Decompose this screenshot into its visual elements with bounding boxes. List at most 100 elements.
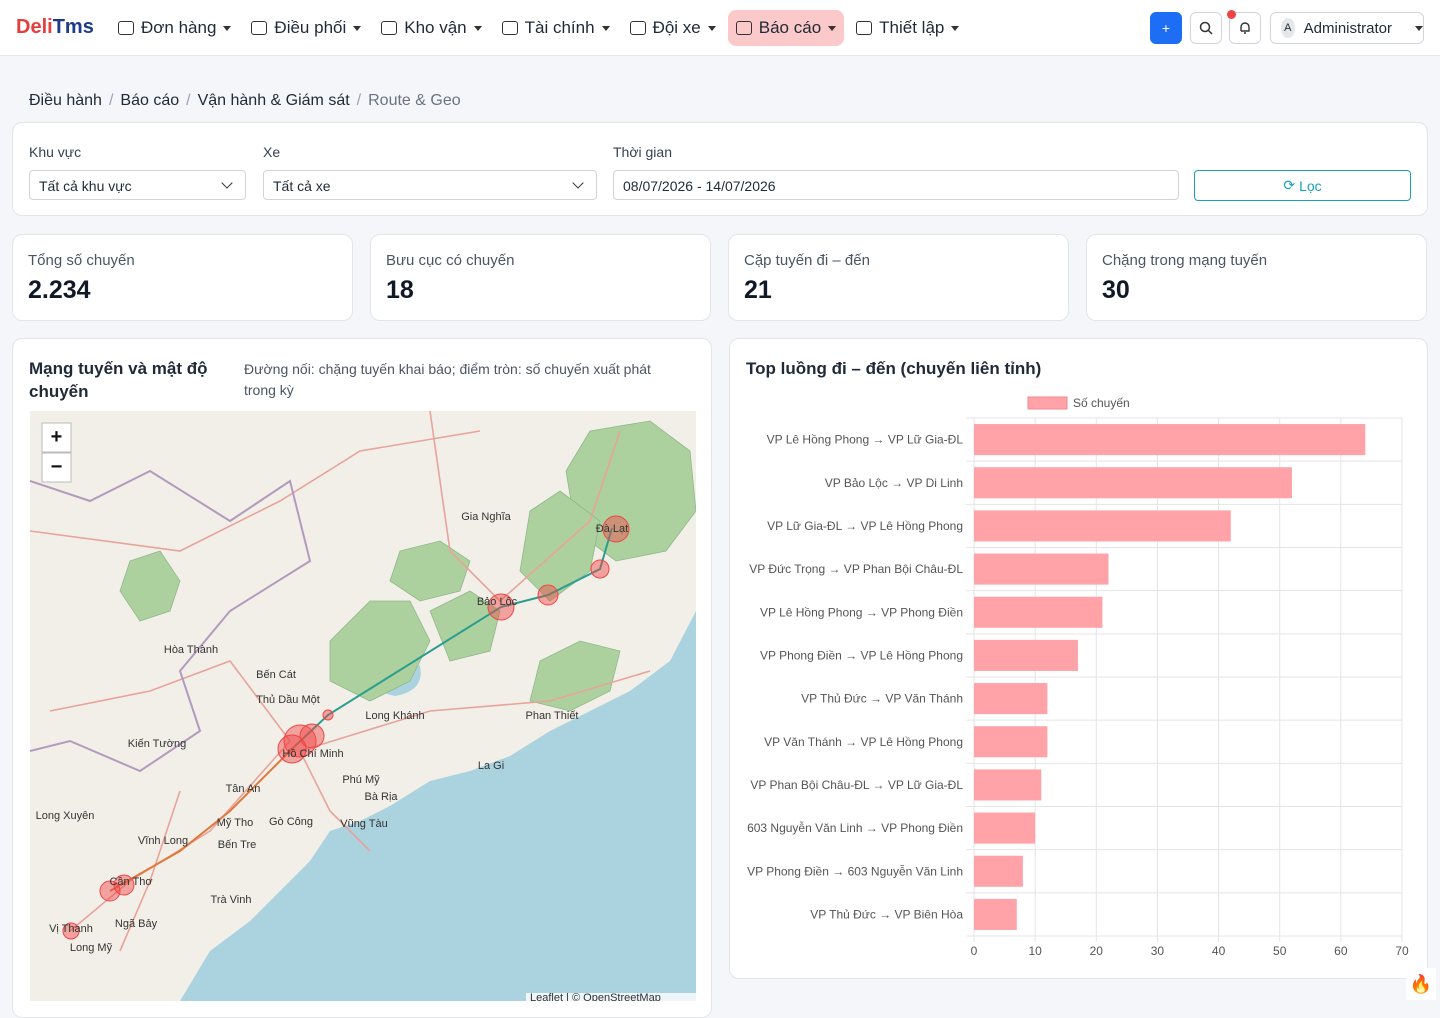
trip-marker (299, 723, 325, 749)
notification-button[interactable] (1227, 10, 1261, 44)
map-label: Đà Lạt (596, 523, 628, 535)
menu-icon (381, 21, 398, 35)
map[interactable]: Gia Nghĩa Bảo Lộc Đà Lạt Hòa Thành Bến Cát Th… (30, 411, 696, 1001)
kpi-value: 30 (1102, 276, 1130, 304)
zoom-button[interactable] (41, 452, 72, 483)
y-tick-label: VP Thủ Đức → VP Văn Thánh (801, 692, 963, 706)
caret (353, 25, 362, 31)
map-forest (529, 640, 621, 712)
y-tick-label: VP Lê Hồng Phong → VP Lữ Gia-ĐL (767, 433, 964, 447)
map-road (49, 660, 291, 742)
menu-icon (501, 21, 518, 35)
y-tick-label: VP Bảo Lộc → VP Di Linh (825, 476, 963, 490)
y-tick-label: 603 Nguyễn Văn Linh → VP Phong Điền (747, 820, 963, 835)
map-road (429, 411, 621, 603)
kpi-value: 2.234 (28, 276, 91, 304)
map-label: Cần Thơ (109, 876, 152, 888)
chart: Số chuyến 0 10 20 30 40 50 60 70 VP Lê Hồng Phong… (747, 396, 1409, 958)
map-forest (429, 590, 501, 662)
map-label: Bà Rịa (364, 791, 398, 803)
menu-item[interactable]: Báo cáo (727, 10, 845, 46)
search-button[interactable] (1190, 12, 1222, 44)
menu-item[interactable]: Đội xe (622, 10, 724, 46)
y-tick-label: VP Phong Điền → 603 Nguyễn Văn Linh (747, 863, 963, 878)
filter-value: 08/07/2026 - 14/07/2026 (623, 178, 776, 194)
filter-button-label: Lọc (1299, 177, 1322, 194)
menu-item[interactable]: Điều phối (243, 10, 369, 46)
chevron (572, 177, 584, 189)
navbar: DeliTms Đơn hàng Điều phối Kho vận Tài chín… (0, 0, 1440, 56)
x-tick-label: 50 (1273, 944, 1287, 958)
menu-item[interactable]: Tài chính (494, 10, 618, 46)
bar (974, 683, 1048, 715)
bar (974, 596, 1103, 628)
add-button[interactable]: + (1150, 12, 1182, 44)
filter-button[interactable]: ⟳ Lọc (1194, 170, 1411, 201)
y-tick-label: VP Lữ Gia-ĐL → VP Lê Hồng Phong (767, 519, 963, 533)
map-forest (389, 540, 471, 602)
menu-item[interactable]: Thiết lập (848, 10, 967, 46)
vehicle-select[interactable]: Tất cả xe (263, 170, 597, 200)
bell-icon (1240, 22, 1250, 34)
brand[interactable]: DeliTms (16, 16, 94, 39)
bar (974, 510, 1231, 542)
y-tick-label: VP Lê Hồng Phong → VP Phong Điền (760, 605, 963, 619)
x-tick-label: 70 (1395, 944, 1409, 958)
menu-item[interactable]: Kho vận (373, 10, 489, 46)
kpi-card: Tổng số chuyến 2.234 (12, 234, 353, 321)
breadcrumb-item[interactable]: Điều hành (29, 92, 102, 109)
filter-label: Xe (263, 144, 281, 160)
breadcrumb-item[interactable]: Báo cáo (120, 92, 180, 109)
menu-label: Thiết lập (879, 18, 945, 37)
x-tick-label: 40 (1212, 944, 1226, 958)
map-label: Tân An (226, 783, 261, 795)
zoom-button[interactable] (41, 422, 72, 453)
map-label: Trà Vinh (211, 894, 252, 906)
map-forest (119, 550, 181, 622)
trip-marker (283, 724, 317, 758)
bar (974, 639, 1078, 671)
map-label: Long Khánh (365, 710, 424, 722)
caret (707, 25, 716, 31)
kpi-label: Cặp tuyến đi – đến (744, 252, 870, 269)
date-range-input[interactable]: 08/07/2026 - 14/07/2026 (613, 170, 1179, 200)
menu-label: Kho vận (404, 18, 467, 37)
user-menu[interactable]: A Administrator (1270, 12, 1424, 44)
trip-marker (99, 880, 121, 902)
search-icon (1199, 21, 1213, 35)
map-label: Phan Thiết (525, 710, 578, 722)
menu-label: Đơn hàng (141, 18, 217, 37)
region-select[interactable]: Tất cả khu vực (29, 170, 246, 200)
kpi-label: Tổng số chuyến (28, 252, 135, 269)
breadcrumb-item[interactable]: Vận hành & Giám sát (197, 92, 350, 109)
map-label: Bến Cát (256, 669, 296, 681)
trip-marker (322, 709, 334, 721)
menu-icon (629, 21, 646, 35)
trip-marker (487, 593, 515, 621)
kpi-card: Bưu cục có chuyến 18 (370, 234, 711, 321)
map-forest (519, 490, 601, 602)
kpi-label: Chặng trong mạng tuyến (1102, 252, 1268, 269)
menu-icon (856, 21, 873, 35)
menu-item[interactable]: Đơn hàng (110, 10, 239, 46)
map-label: Kiến Tường (128, 738, 186, 750)
menu-label: Tài chính (524, 18, 595, 37)
y-tick-label: VP Phong Điền → VP Lê Hồng Phong (760, 648, 963, 662)
breadcrumb: Điều hành / Báo cáo / Vận hành & Giám sát / Ro… (29, 92, 461, 110)
map-label: Bến Tre (218, 839, 257, 851)
caret (601, 25, 610, 31)
trip-marker (62, 922, 80, 940)
brand-a: Deli (16, 16, 53, 38)
x-tick-label: 10 (1028, 944, 1042, 958)
map-attribution: Leaflet | © OpenStreetMap (530, 992, 661, 1001)
menu-icon (118, 21, 134, 35)
filter-value: Tất cả xe (273, 178, 331, 194)
menu-label: Điều phối (274, 18, 347, 37)
map-label: Thủ Dầu Một (256, 694, 320, 706)
chart-card: Top luồng đi – đến (chuyến liên tỉnh) Số… (729, 338, 1428, 979)
y-tick-label: VP Văn Thánh → VP Lê Hồng Phong (764, 735, 963, 749)
caret (951, 25, 960, 31)
map-label: Mỹ Tho (217, 817, 253, 829)
caret (1415, 25, 1423, 31)
map-label: Vĩnh Long (138, 835, 188, 847)
